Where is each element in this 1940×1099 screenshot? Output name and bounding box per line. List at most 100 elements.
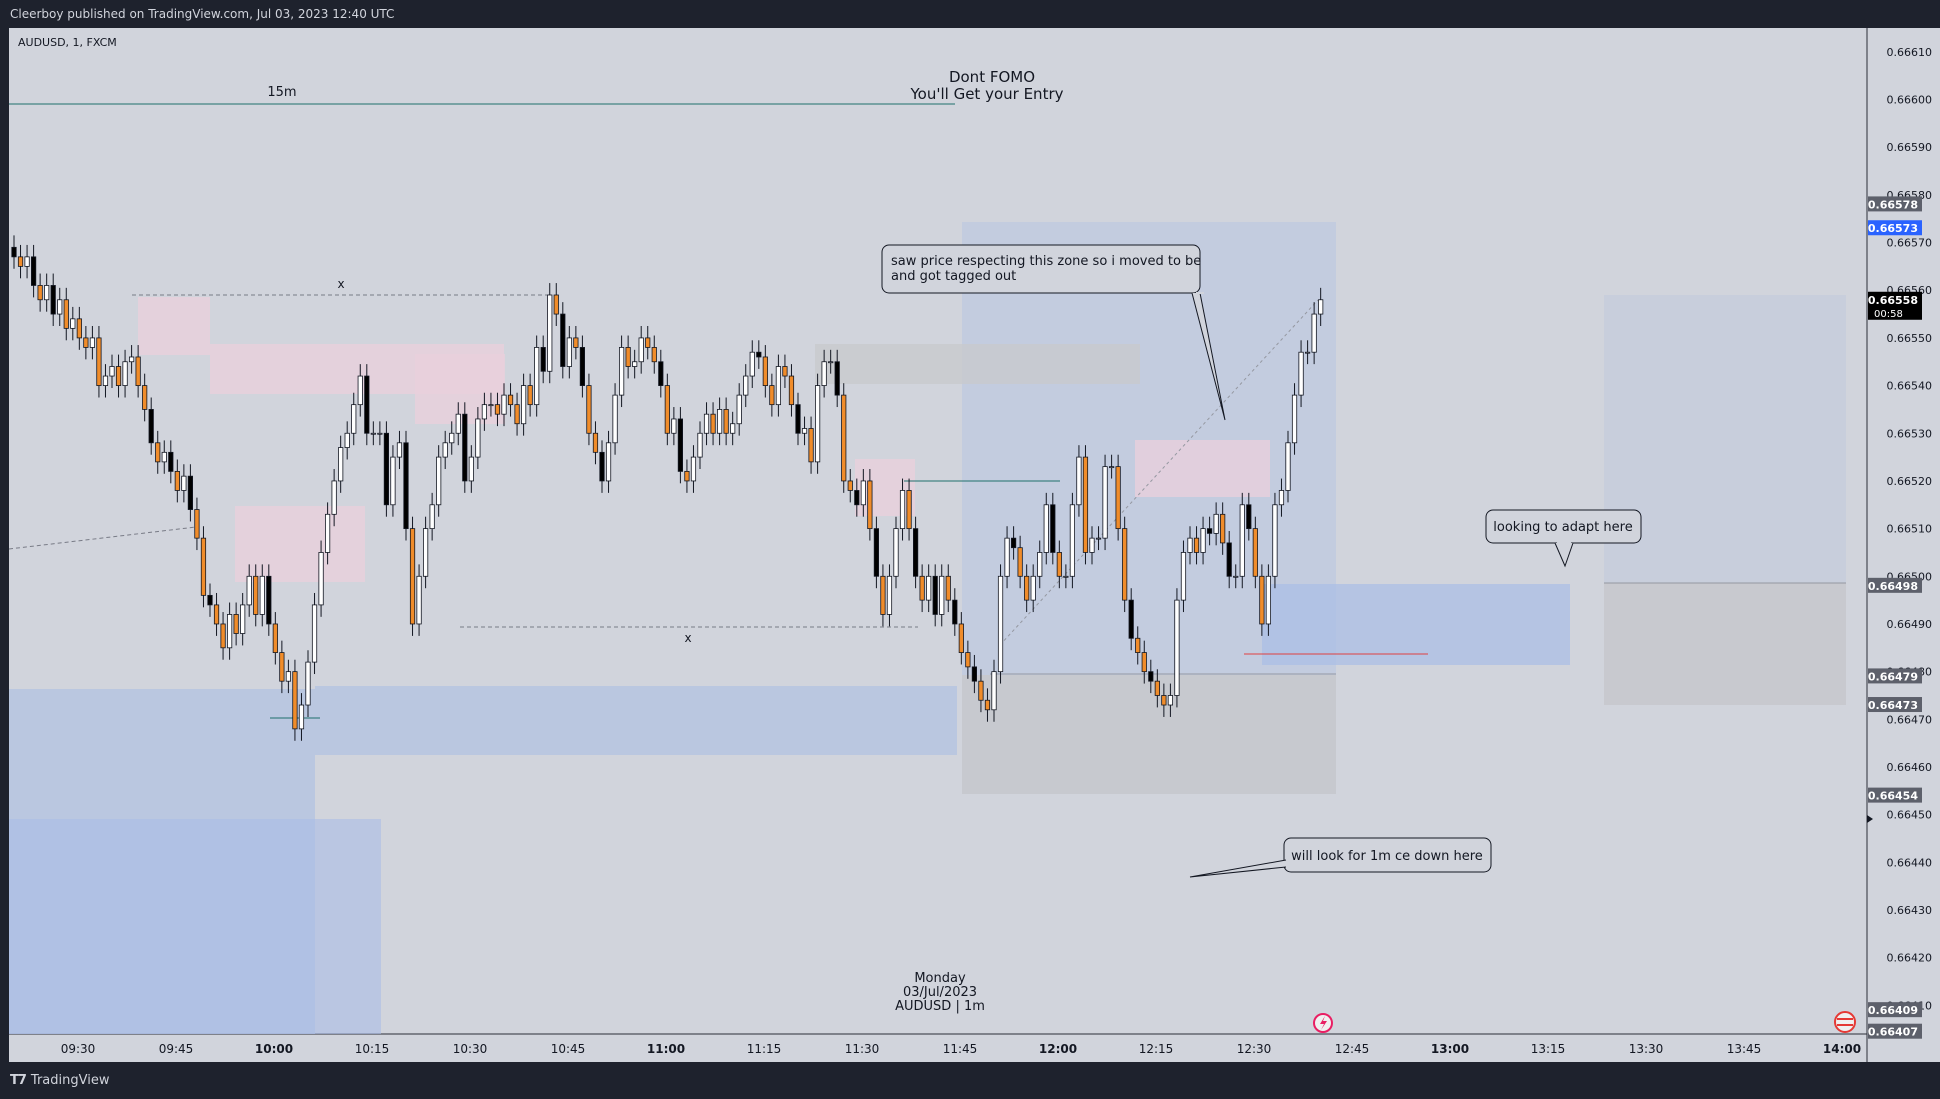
candle: [547, 283, 553, 384]
candle: [102, 364, 109, 398]
candle: [965, 640, 971, 679]
candle: [1305, 340, 1311, 365]
callout-adapt[interactable]: looking to adapt here: [1485, 509, 1642, 568]
publish-header: Cleerboy published on TradingView.com, J…: [0, 0, 1940, 28]
candle: [1109, 454, 1115, 479]
candle: [44, 273, 50, 312]
candle: [579, 335, 586, 398]
candle: [462, 402, 468, 493]
candle: [1252, 516, 1258, 589]
candle: [939, 564, 945, 627]
candle: [253, 564, 259, 627]
candle: [1193, 526, 1200, 565]
callout-zone[interactable]: saw price respecting this zone so i move…: [881, 244, 1226, 421]
svg-text:0.66454: 0.66454: [1868, 790, 1918, 803]
candle: [455, 402, 461, 446]
candle: [854, 478, 860, 517]
candle: [311, 592, 318, 675]
candle: [762, 345, 768, 398]
candle: [109, 354, 115, 388]
candle: [409, 516, 416, 636]
x-tick-label: 12:30: [1237, 1042, 1272, 1056]
candle: [592, 421, 599, 465]
candle: [370, 421, 376, 446]
demand-zone-mid: [315, 686, 957, 755]
candle: [664, 373, 670, 446]
x-tick-label: 10:45: [551, 1042, 586, 1056]
candle: [285, 659, 292, 694]
candle: [860, 469, 866, 517]
candle: [958, 612, 964, 665]
brand-footer: T7 TradingView: [0, 1062, 1940, 1099]
zones-layer: [9, 222, 1846, 1034]
candle: [788, 364, 795, 417]
candle: [76, 306, 82, 350]
svg-text:00:58: 00:58: [1874, 309, 1903, 320]
candle: [553, 283, 559, 326]
x-mark-high: x: [337, 277, 344, 291]
candle: [181, 464, 187, 503]
candle: [671, 407, 677, 446]
candle: [710, 402, 716, 446]
y-tick-label: 0.66510: [1887, 523, 1933, 536]
candle: [305, 650, 311, 717]
candle: [1259, 564, 1265, 636]
candle: [1030, 564, 1036, 613]
candle: [697, 421, 703, 470]
x-tick-label: 10:15: [355, 1042, 390, 1056]
candle: [1246, 492, 1252, 541]
candle: [1076, 445, 1082, 517]
x-tick-label: 10:00: [255, 1042, 293, 1056]
candle: [1200, 516, 1206, 565]
callout-1m[interactable]: will look for 1m ce down here: [1189, 837, 1492, 878]
candle: [743, 364, 749, 408]
candle: [599, 440, 605, 493]
tradingview-logo[interactable]: T7 TradingView: [10, 1073, 109, 1088]
session-day: Monday: [914, 971, 966, 986]
candle: [645, 325, 651, 360]
svg-text:0.66409: 0.66409: [1868, 1004, 1918, 1017]
candle: [1089, 526, 1095, 565]
candle: [586, 373, 592, 446]
timeframe-label: 15m: [267, 85, 296, 100]
x-tick-label: 14:00: [1823, 1042, 1861, 1056]
y-tick-label: 0.66600: [1887, 94, 1933, 107]
candle: [89, 325, 95, 360]
candle: [390, 445, 396, 517]
y-tick-label: 0.66520: [1887, 475, 1933, 488]
price-marker: 0.66578: [1868, 196, 1922, 212]
candle: [1069, 492, 1075, 589]
candle: [148, 397, 154, 455]
candle: [684, 459, 690, 493]
candle: [1095, 526, 1102, 551]
candle: [1037, 540, 1043, 589]
candle: [30, 244, 37, 298]
svg-text:0.66473: 0.66473: [1868, 699, 1918, 712]
candle: [351, 392, 357, 446]
candle: [1161, 683, 1167, 717]
candle: [233, 602, 239, 646]
candle: [815, 373, 821, 474]
candle: [481, 392, 488, 431]
y-tick-label: 0.66440: [1887, 856, 1933, 869]
session-date: 03/Jul/2023: [903, 985, 977, 1000]
us-flag-icon[interactable]: [1834, 1011, 1856, 1033]
candle: [1154, 669, 1160, 708]
candle: [1141, 640, 1147, 684]
y-tick-label: 0.66610: [1887, 46, 1933, 59]
candle: [893, 516, 899, 589]
candle: [932, 564, 938, 627]
candle: [161, 440, 167, 474]
candle: [1318, 287, 1324, 326]
demand-zone-lower: [9, 819, 381, 1034]
candle: [1167, 683, 1173, 717]
candle: [560, 302, 566, 379]
candle: [945, 564, 951, 613]
time-scale[interactable]: [9, 1034, 1867, 1062]
candle: [324, 502, 331, 565]
price-marker: 0.66409: [1868, 1002, 1922, 1018]
x-tick-label: 13:30: [1629, 1042, 1664, 1056]
candle: [1220, 502, 1226, 555]
candle: [1311, 302, 1317, 365]
